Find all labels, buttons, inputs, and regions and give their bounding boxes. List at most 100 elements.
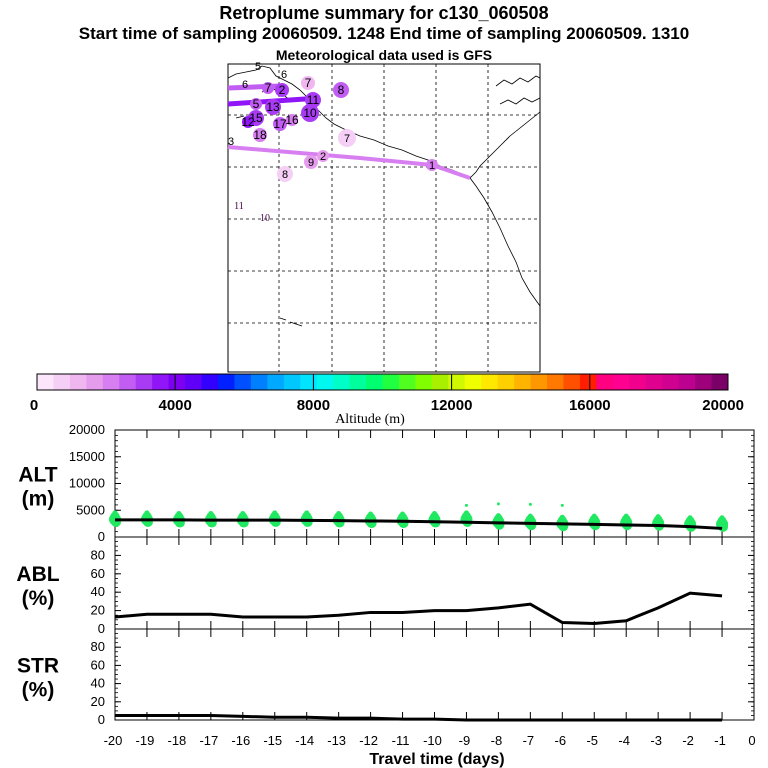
altitude-scatter-point [495,513,501,519]
y-tick-label: 60 [91,657,105,672]
plume-dot [242,116,254,128]
colorbar-swatch [678,374,696,390]
colorbar-swatch [547,374,564,390]
altitude-scatter-point [496,502,500,506]
x-tick-label: -6 [555,733,567,748]
altitude-scatter-point [270,517,281,528]
y-tick-label: 60 [91,566,105,581]
plume-dot [250,98,262,110]
colorbar-swatch [234,374,252,390]
colorbar-swatch [316,374,334,390]
altitude-scatter-point [368,511,374,517]
altitude-scatter-point [655,514,661,520]
series-line [115,713,723,722]
altitude-scatter-point [176,510,182,516]
altitude-colorbar: 0 4000 8000 12000 16000 20000 [30,373,744,414]
colorbar-swatch [695,374,712,390]
y-tick-label: 80 [91,547,105,562]
x-axis-label: Travel time (days) [369,751,504,768]
plume-dot-label: 16 [285,113,299,127]
panel-unit: (m) [22,488,55,511]
colorbar-swatch [300,374,318,390]
colorbar-swatch [349,374,367,390]
colorbar-tick-label: 0 [30,397,38,414]
colorbar-swatch [563,374,581,390]
colorbar-swatch [579,374,597,390]
plume-dot-label: 5 [253,97,260,111]
altitude-scatter-point [687,515,693,521]
colorbar-swatch [662,374,680,390]
plume-dot-label: 8 [338,83,345,97]
colorbar-swatch [283,374,301,390]
colorbar-swatch [366,374,383,390]
map-grid [228,64,540,372]
altitude-scatter-point [304,510,310,516]
y-tick-label: 20 [91,603,105,618]
colorbar-swatch [596,374,614,390]
colorbar-frame [36,373,729,391]
plume-dot-label: 1 [429,160,435,172]
y-tick-label: 0 [98,621,105,636]
colorbar-swatch [86,374,104,390]
y-tick-label: 20 [91,694,105,709]
plume-dot [262,82,274,94]
altitude-scatter-point [494,519,505,530]
altitude-scatter-point [463,510,469,516]
x-tick-label: -2 [682,733,694,748]
plume-dot-label: 8 [282,169,288,181]
colorbar-swatch [250,374,268,390]
colorbar-tick-label: 12000 [431,397,473,414]
colorbar-swatch [431,374,449,390]
series-line [114,591,723,625]
x-tick-label: 0 [748,733,755,748]
plume-dot-label: 10 [303,106,317,120]
plume-dot [301,76,315,90]
panel-unit: (%) [22,587,55,610]
plume-dot [333,82,349,98]
colorbar-swatch [152,374,170,390]
colorbar-swatch [645,374,663,390]
colorbar-swatch [69,374,87,390]
sampling-times: Start time of sampling 20060509. 1248 En… [78,24,690,43]
colorbar-swatch [53,374,71,390]
panel-label: ALT [18,464,57,487]
colorbar-swatch [217,374,235,390]
altitude-scatter-point [591,513,597,519]
colorbar-swatch [415,374,433,390]
altitude-scatter-point [526,520,537,531]
y-tick-label: 10000 [69,476,105,491]
plume-stray-label: 11 [234,201,244,212]
x-tick-label: -18 [168,733,187,748]
colorbar-swatch [135,374,153,390]
x-tick-label: -19 [136,733,155,748]
colorbar-swatch [168,374,186,390]
x-tick-label: -16 [231,733,250,748]
y-tick-label: 40 [91,676,105,691]
panel-frame [114,628,755,721]
colorbar-swatch [185,374,202,390]
plume-dot [253,128,267,142]
altitude-scatter-point [272,510,278,516]
x-tick-label: -13 [327,733,346,748]
colorbar-swatch [119,374,137,390]
chart-title: Retroplume summary for c130_060508 [219,3,549,23]
colorbar-swatch [481,374,499,390]
altitude-scatter-point [528,502,532,506]
plume-dot [265,99,281,115]
x-tick-label: -1 [714,733,726,748]
colorbar-swatch [267,374,285,390]
colorbar-tick-label: 4000 [159,397,192,414]
y-tick-label: 0 [98,529,105,544]
colorbar-swatch [629,374,647,390]
x-tick-label: -10 [423,733,442,748]
altitude-scatter-point [336,510,342,516]
plume-dot-label: 18 [253,128,267,142]
plume-dot-label: 5 [255,61,261,73]
colorbar-swatch [530,374,548,390]
colorbar-swatch [201,374,219,390]
colorbar-swatch [464,374,482,390]
plume-dot [305,92,321,108]
x-tick-label: -12 [359,733,378,748]
altitude-scatter-point [560,503,564,507]
